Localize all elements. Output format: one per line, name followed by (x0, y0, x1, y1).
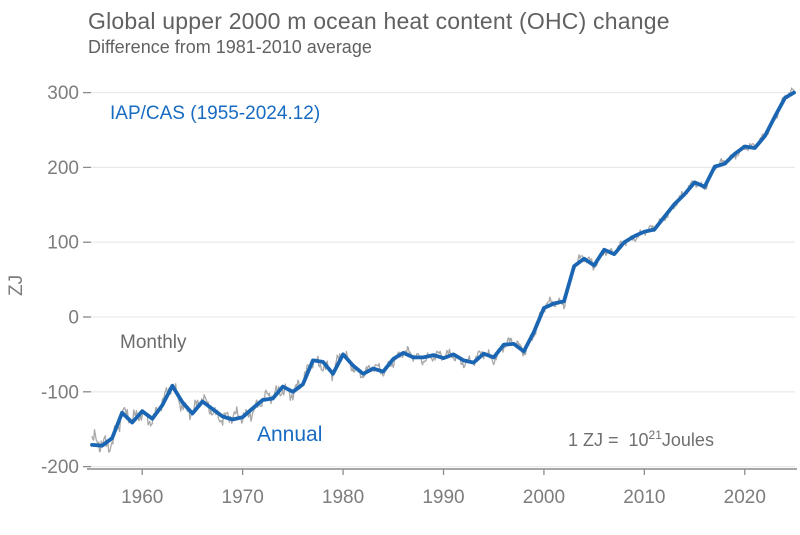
dataset-label: IAP/CAS (1955-2024.12) (110, 103, 321, 124)
y-axis-label: ZJ (6, 274, 27, 296)
x-tick-label: 1990 (422, 487, 464, 508)
chart-title: Global upper 2000 m ocean heat content (… (88, 8, 670, 34)
axes-layer (83, 91, 797, 475)
x-tick-label: 2010 (623, 487, 665, 508)
x-tick-label: 2020 (724, 487, 766, 508)
y-tick-label: -100 (41, 382, 79, 403)
monthly-line (91, 87, 795, 453)
x-tick-label: 1980 (322, 487, 364, 508)
series-layer (90, 87, 796, 453)
unit-note-base: 1 ZJ = 10 (568, 430, 649, 450)
x-tick-label: 1960 (121, 487, 163, 508)
annual-line (90, 90, 796, 448)
y-tick-label: 100 (47, 233, 79, 254)
gridlines-layer (85, 91, 795, 468)
annual-series-label: Annual (257, 423, 323, 446)
y-tick-label: 200 (47, 158, 79, 179)
y-tick-label: 0 (68, 308, 79, 329)
y-tick-label: -200 (41, 457, 79, 478)
unit-note-suffix: Joules (661, 430, 714, 450)
unit-note-exponent: 21 (648, 428, 662, 442)
x-tick-label: 1970 (222, 487, 264, 508)
tick-labels-layer: 300 200 100 0 -100 -200 1960 1970 1980 1990 2000 20… (41, 83, 766, 508)
x-tick-label: 2000 (523, 487, 565, 508)
unit-note: 1 ZJ = 1021Joules (568, 428, 714, 451)
chart-subtitle: Difference from 1981-2010 average (88, 37, 372, 57)
y-tick-label: 300 (47, 83, 79, 104)
monthly-series-label: Monthly (120, 332, 187, 353)
